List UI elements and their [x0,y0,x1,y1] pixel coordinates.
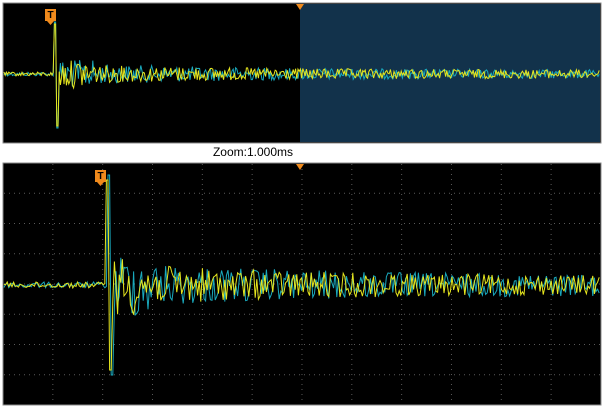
trigger-marker [95,170,106,182]
trigger-label: T [97,171,103,182]
overview-waveform [3,21,600,129]
zoom-waveform [3,174,600,376]
trace [3,179,600,371]
time-position-marker [296,164,304,170]
trigger-pointer [97,182,104,186]
zoom-label: Zoom:1.000ms [213,145,293,159]
trigger-marker [45,9,56,21]
trigger-label: T [47,10,53,21]
time-position-marker [296,4,304,10]
trigger-pointer [47,21,54,25]
trace [3,174,600,376]
trace [3,23,600,127]
